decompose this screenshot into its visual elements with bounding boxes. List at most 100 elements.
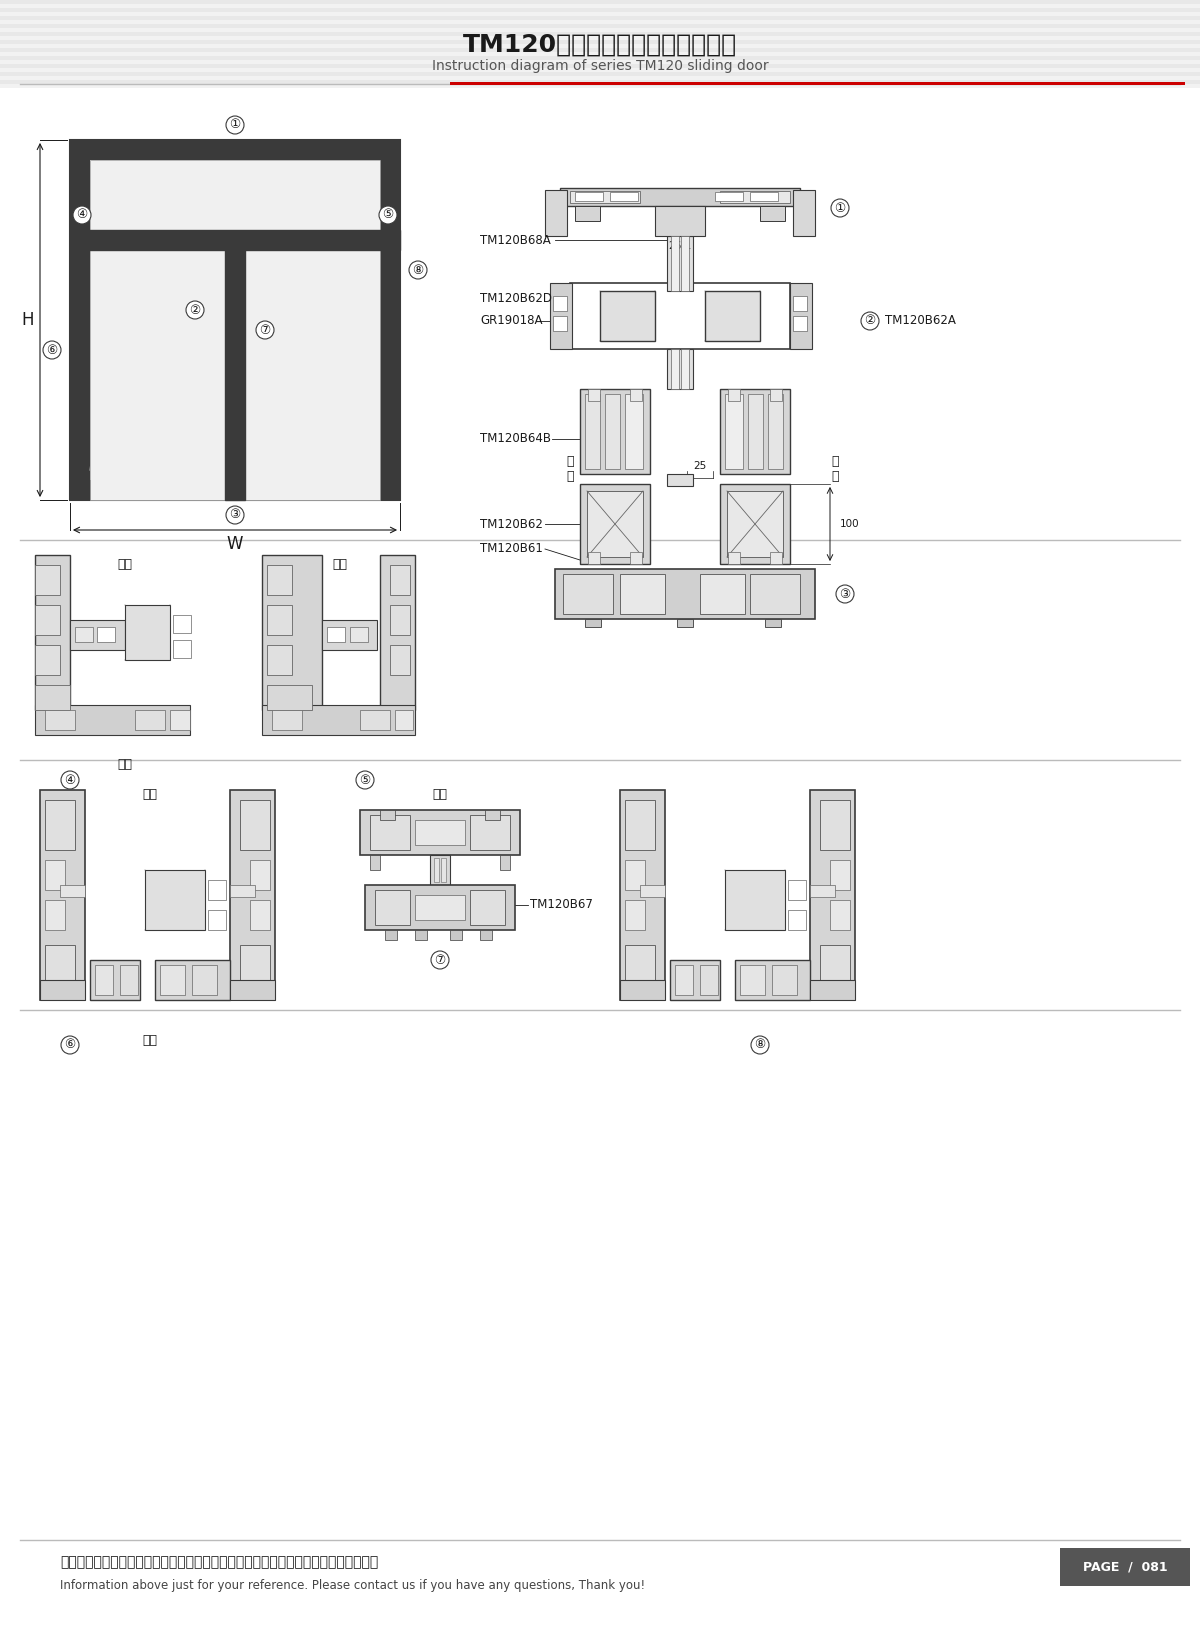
Bar [208,881,226,900]
Bar [706,291,760,340]
Bar [262,705,415,734]
Bar [560,187,800,207]
Bar [720,190,790,204]
Text: ①: ① [834,202,846,215]
Bar [0,3,1200,8]
Text: ③: ③ [839,588,851,601]
Bar [700,965,718,995]
Bar [0,0,1200,3]
Bar [760,207,785,221]
Text: TM120B64B: TM120B64B [480,433,551,446]
Text: 室内: 室内 [118,558,132,571]
Bar [470,891,505,925]
Text: TM120系列（重型）推拉门结构图: TM120系列（重型）推拉门结构图 [463,33,737,57]
Text: ⑤: ⑤ [383,208,394,221]
Text: PAGE  /  081: PAGE / 081 [1082,1561,1168,1574]
Text: Instruction diagram of series TM120 sliding door: Instruction diagram of series TM120 slid… [432,59,768,73]
Bar [485,811,500,821]
Circle shape [431,951,449,969]
Bar [620,790,665,1000]
Bar [70,230,400,251]
Bar [830,860,850,891]
Circle shape [61,1035,79,1053]
Bar [35,565,60,594]
Bar [70,620,125,650]
Bar [734,961,810,1000]
Bar [145,869,205,930]
Bar [563,575,613,614]
Bar [810,980,854,1000]
Bar [266,645,292,676]
Bar [586,619,601,627]
Bar [240,799,270,850]
Bar [766,619,781,627]
Bar [90,160,380,230]
Bar [788,881,806,900]
Bar [434,858,439,882]
Bar [727,492,784,557]
Bar [230,886,256,897]
Bar [768,394,784,469]
Bar [390,645,410,676]
Bar [0,72,1200,77]
Bar [545,190,568,236]
Text: ③: ③ [229,508,241,521]
Text: ⑧: ⑧ [755,1039,766,1052]
Circle shape [226,506,244,524]
Circle shape [836,584,854,602]
Bar [725,869,785,930]
Bar [97,627,115,641]
Bar [415,821,466,845]
Text: Information above just for your reference. Please contact us if you have any que: Information above just for your referenc… [60,1579,646,1592]
Bar [390,565,410,594]
Bar [155,961,230,1000]
Bar [35,555,70,710]
Bar [250,900,270,930]
Bar [0,80,1200,85]
Bar [586,394,600,469]
Text: ②: ② [190,303,200,316]
Circle shape [226,116,244,133]
Bar [1060,1548,1190,1586]
Bar [430,855,450,886]
Text: 室内: 室内 [143,788,157,801]
Bar [35,645,60,676]
Bar [750,575,800,614]
Bar [0,11,1200,16]
Bar [793,296,808,311]
Text: ①: ① [229,119,241,132]
Bar [728,389,740,400]
Bar [442,858,446,882]
Bar [550,283,572,348]
Bar [667,474,694,487]
Bar [0,60,1200,63]
Bar [580,389,650,474]
Text: 室外: 室外 [143,1034,157,1047]
Text: TM120B62D: TM120B62D [480,293,552,306]
Text: TM120B62A: TM120B62A [886,314,956,327]
Bar [74,627,94,641]
Bar [266,565,292,594]
Bar [192,965,217,995]
Text: 室内: 室内 [432,788,448,801]
Bar [90,961,140,1000]
Bar [46,710,74,729]
Bar [625,860,646,891]
Bar [95,965,113,995]
Bar [90,160,380,480]
Bar [450,81,1186,85]
Bar [415,895,466,920]
Bar [173,615,191,633]
Bar [120,965,138,995]
Bar [40,980,85,1000]
Bar [370,816,410,850]
Bar [326,627,346,641]
Bar [630,552,642,563]
Bar [682,236,689,291]
Bar [820,799,850,850]
Circle shape [256,321,274,339]
Text: ⑦: ⑦ [434,954,445,967]
Bar [0,20,1200,24]
Bar [570,190,640,204]
Bar [360,811,520,855]
